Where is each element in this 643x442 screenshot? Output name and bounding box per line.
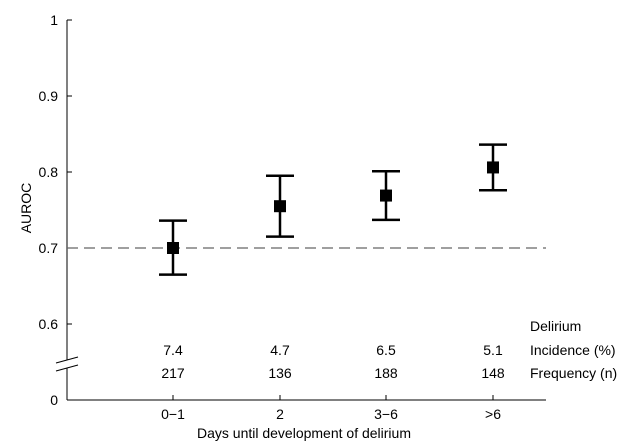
- table-cell: 217: [161, 365, 185, 381]
- table-header: Delirium: [530, 318, 581, 334]
- data-point: [487, 161, 499, 174]
- table-cell: 6.5: [376, 342, 396, 358]
- y-tick-label: 0.8: [39, 164, 59, 180]
- x-axis-label: Days until development of delirium: [197, 425, 411, 441]
- axis-break-mark-2: [55, 364, 79, 372]
- table-cell: 7.4: [163, 342, 183, 358]
- data-point: [167, 242, 179, 254]
- y-tick-label: 1: [50, 12, 58, 28]
- axes: 0 0.6 0.7 0.8 0.9 1 0−1 2 3−6 >6: [39, 12, 546, 422]
- x-tick-label: >6: [485, 406, 501, 422]
- y-tick-label: 0.6: [39, 316, 59, 332]
- data-point: [274, 200, 286, 213]
- y-tick-label: 0: [50, 392, 58, 408]
- axis-break-mark-1: [55, 356, 79, 364]
- table-cell: 148: [481, 365, 505, 381]
- x-tick-label: 3−6: [374, 406, 398, 422]
- y-tick-label: 0.7: [39, 240, 59, 256]
- y-axis-label: AUROC: [18, 183, 34, 234]
- data-marks: [67, 143, 546, 276]
- data-point: [380, 189, 392, 202]
- table-row-label: Frequency (n): [530, 365, 617, 381]
- table-cell: 4.7: [270, 342, 290, 358]
- y-tick-label: 0.9: [39, 88, 59, 104]
- table-row-label: Incidence (%): [530, 342, 616, 358]
- table-cell: 136: [268, 365, 292, 381]
- incidence-table: Delirium 7.4 4.7 6.5 5.1 Incidence (%) 217 136 1…: [161, 318, 617, 381]
- table-cell: 5.1: [483, 342, 503, 358]
- table-cell: 188: [374, 365, 398, 381]
- x-tick-label: 2: [276, 406, 284, 422]
- x-tick-label: 0−1: [161, 406, 185, 422]
